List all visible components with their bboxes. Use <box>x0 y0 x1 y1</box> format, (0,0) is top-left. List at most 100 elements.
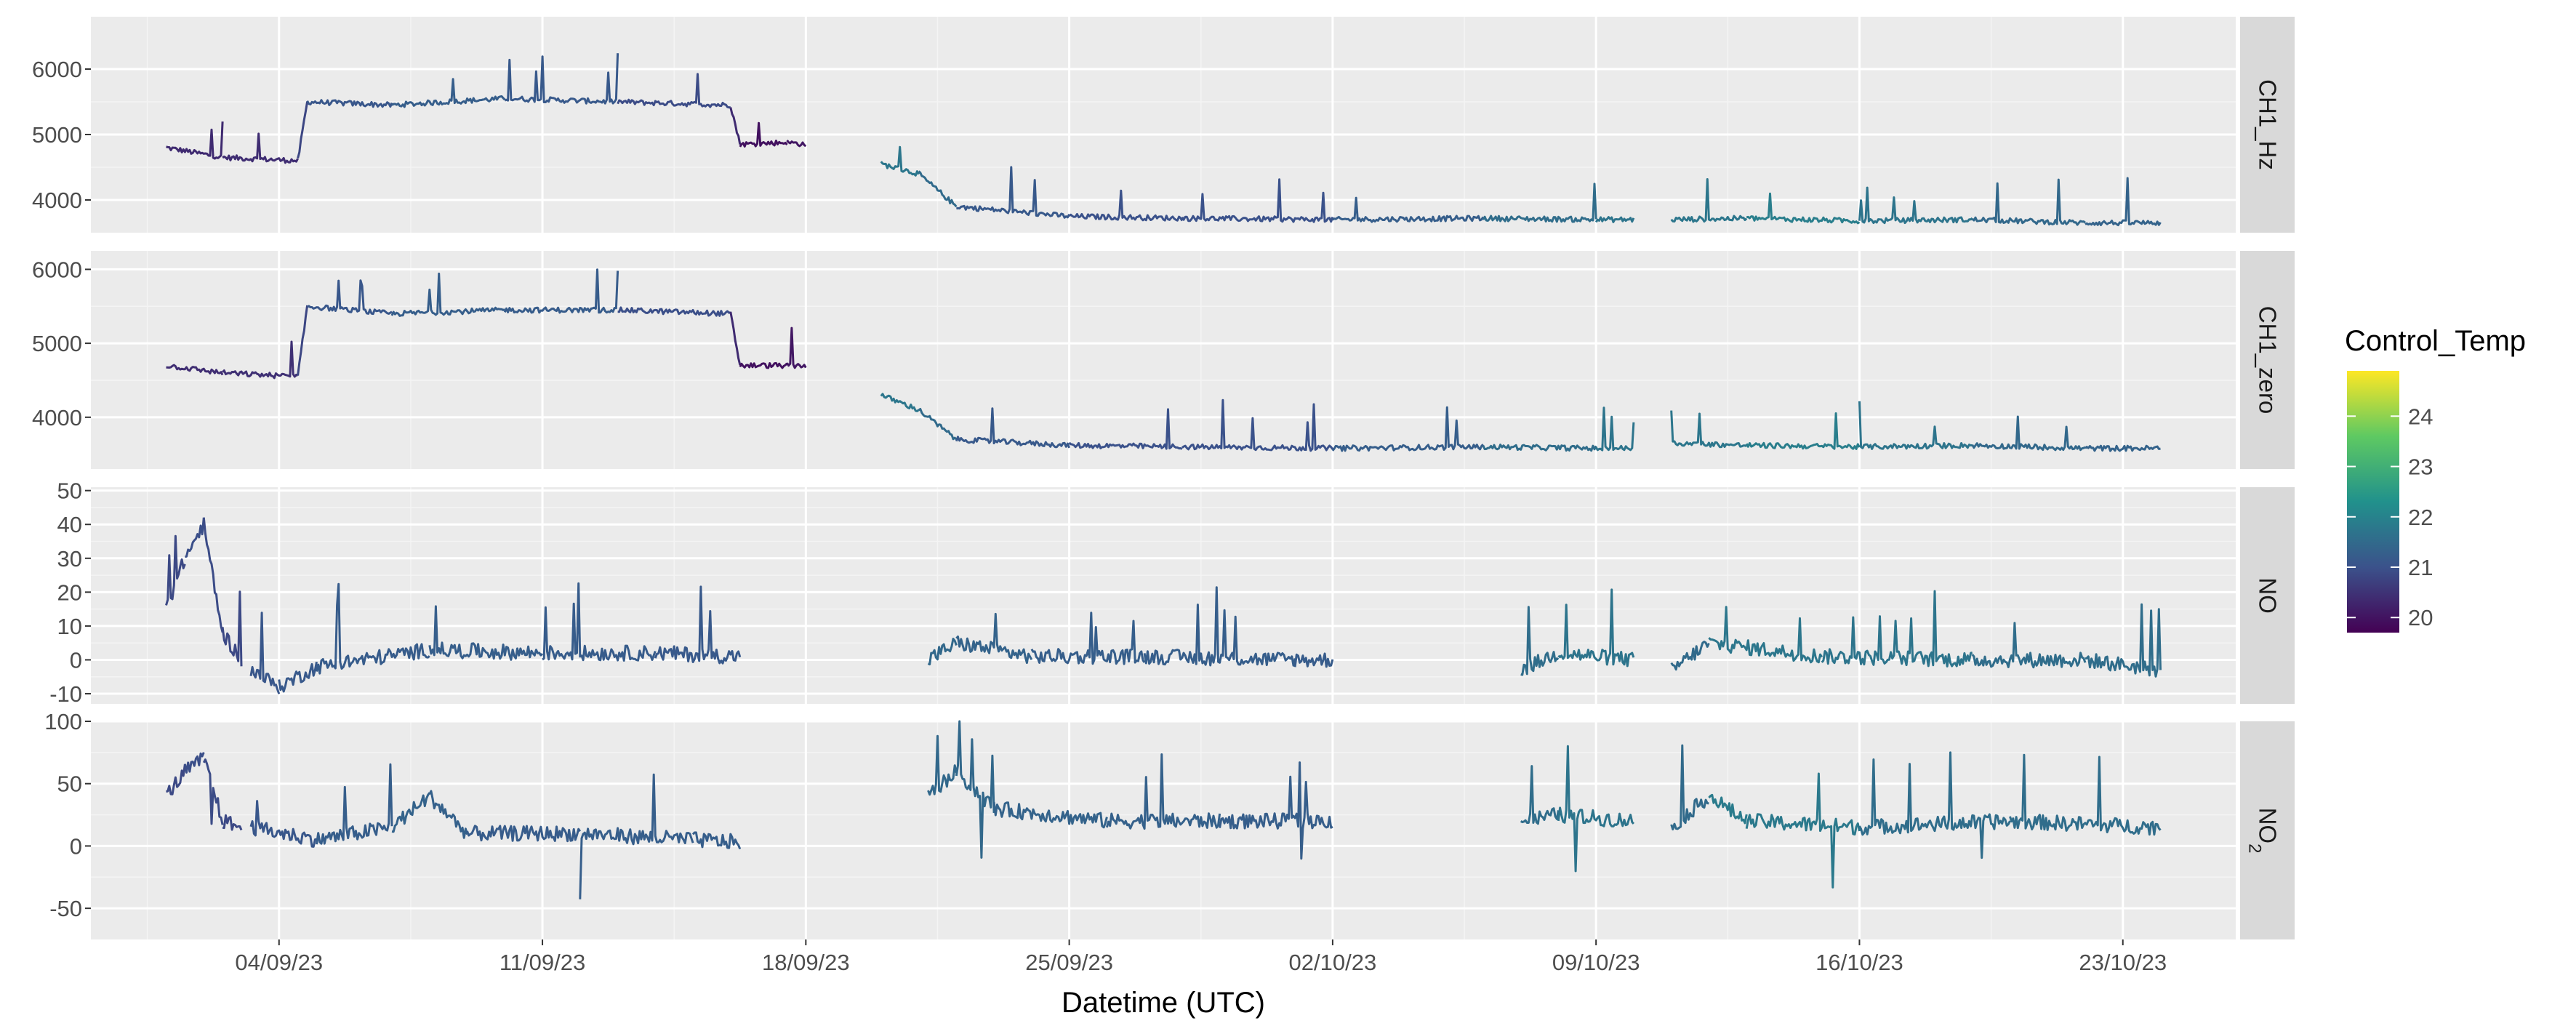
facet-panels: 400050006000CH1_Hz400050006000CH1_zero-1… <box>32 17 2295 939</box>
y-tick-label: 4000 <box>32 188 82 213</box>
data-line <box>955 612 1033 665</box>
x-tick-label: 02/10/23 <box>1289 950 1377 975</box>
data-line <box>249 612 281 694</box>
data-line <box>428 790 468 839</box>
data-line <box>166 764 186 795</box>
data-line <box>1745 772 1861 889</box>
data-line <box>1293 652 1334 668</box>
data-line <box>278 661 318 693</box>
data-line <box>297 305 309 376</box>
data-line <box>1670 410 1747 449</box>
data-line <box>222 132 299 164</box>
data-line <box>617 73 731 109</box>
panel-background <box>91 487 2236 704</box>
data-line <box>579 773 694 899</box>
data-line <box>927 734 958 796</box>
data-line <box>2085 177 2162 227</box>
y-tick-label: -10 <box>49 681 82 707</box>
data-series <box>880 145 1635 223</box>
data-series <box>166 752 243 831</box>
data-line <box>1858 186 1973 225</box>
x-tick-label: 16/10/23 <box>1815 950 1903 975</box>
data-line <box>166 121 224 160</box>
data-line <box>786 140 807 148</box>
data-line <box>166 364 224 376</box>
data-line <box>1708 793 1748 825</box>
data-line <box>1332 196 1485 223</box>
data-line <box>1746 192 1861 225</box>
data-line <box>1557 745 1635 873</box>
data-line <box>1068 408 1183 450</box>
data-line <box>786 326 807 369</box>
data-line <box>1594 406 1635 452</box>
legend-tick-label: 22 <box>2408 505 2433 530</box>
y-tick-label: 50 <box>57 478 82 504</box>
data-line <box>1482 444 1597 452</box>
facet-strip <box>2240 721 2295 939</box>
data-series <box>166 53 807 164</box>
legend-tick-label: 23 <box>2408 454 2433 480</box>
x-tick-label: 11/09/23 <box>499 950 585 975</box>
y-tick-label: -50 <box>49 896 82 921</box>
data-line <box>1557 588 1635 668</box>
data-line <box>739 121 788 148</box>
data-line <box>1181 398 1334 452</box>
data-line <box>2009 753 2162 836</box>
y-tick-label: 5000 <box>32 331 82 356</box>
y-tick-label: 40 <box>57 512 82 537</box>
data-line <box>297 101 309 159</box>
data-line <box>222 814 243 831</box>
legend-tick-label: 24 <box>2408 404 2433 429</box>
y-tick-label: 4000 <box>32 405 82 430</box>
data-line <box>542 582 657 662</box>
data-line <box>183 752 205 774</box>
data-line <box>316 763 393 845</box>
data-line <box>428 605 544 661</box>
data-series <box>1520 745 1635 873</box>
data-line <box>1594 216 1635 223</box>
data-line <box>1219 761 1333 860</box>
x-axis: 04/09/23 11/09/23 18/09/23 25/09/23 02/10/23… <box>235 939 2167 975</box>
data-line <box>391 78 506 108</box>
data-line <box>202 517 224 633</box>
color-legend: Control_Temp 20 21 22 23 24 <box>2345 325 2526 633</box>
panel-background <box>91 721 2236 939</box>
data-line <box>1143 586 1296 667</box>
facet-strip <box>2240 17 2295 233</box>
data-line <box>306 279 393 316</box>
data-line <box>1105 753 1221 830</box>
data-line <box>1858 401 1973 450</box>
data-line <box>185 517 205 558</box>
data-line <box>1971 622 2087 669</box>
data-line <box>503 268 619 314</box>
x-axis-title: Datetime (UTC) <box>1062 987 1265 1019</box>
data-series <box>1670 177 2162 227</box>
data-line <box>918 170 958 208</box>
data-line <box>992 801 1108 829</box>
facet-strip-label: CH1_Hz <box>2255 79 2282 170</box>
x-tick-label: 23/10/23 <box>2079 950 2167 975</box>
legend-colorbar <box>2347 371 2399 633</box>
panel-no: -10 0 10 20 30 40 50 NO <box>49 478 2295 707</box>
data-series <box>880 393 1635 452</box>
data-line <box>1482 183 1597 223</box>
data-line <box>739 361 788 369</box>
data-line <box>1971 415 2086 452</box>
data-line <box>1520 606 1560 676</box>
data-line <box>918 408 958 441</box>
data-line <box>729 311 742 366</box>
data-line <box>1858 751 2011 859</box>
legend-tick-label: 21 <box>2408 555 2433 580</box>
data-line <box>504 53 619 105</box>
panel-background <box>91 17 2236 233</box>
data-line <box>1331 406 1484 452</box>
legend-title: Control_Temp <box>2345 325 2526 357</box>
data-line <box>729 107 742 145</box>
x-tick-label: 25/09/23 <box>1025 950 1113 975</box>
data-line <box>1181 178 1334 223</box>
data-line <box>617 306 731 317</box>
facet-strip-label: NO <box>2255 577 2282 614</box>
data-series <box>166 268 807 380</box>
